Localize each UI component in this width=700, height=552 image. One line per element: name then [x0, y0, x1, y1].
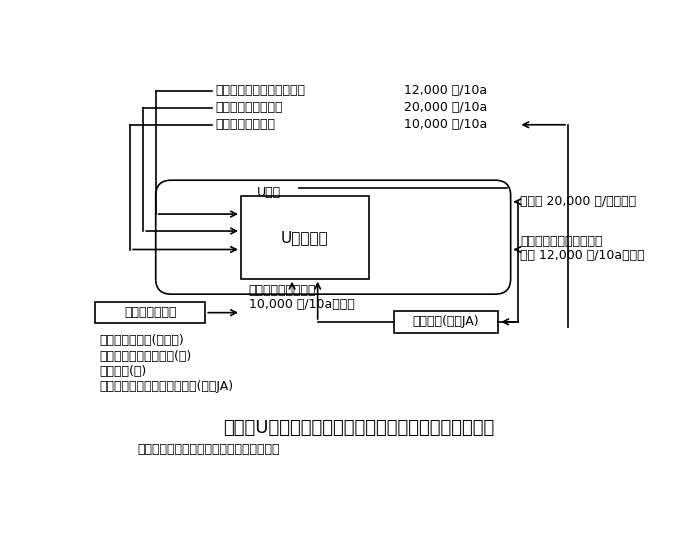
- Text: 各農家 20,000 円/戸の拠出: 各農家 20,000 円/戸の拠出: [520, 195, 636, 208]
- Text: 10,000 円/10a: 10,000 円/10a: [404, 118, 487, 131]
- Text: 20,000 円/10a: 20,000 円/10a: [404, 102, 487, 114]
- Text: U集落: U集落: [256, 187, 281, 199]
- Text: U生産組合: U生産組合: [281, 230, 329, 245]
- Text: 転作助成補助金（基本額）: 転作助成補助金（基本額）: [216, 84, 305, 97]
- Text: 転作配分面積に対して各: 転作配分面積に対して各: [520, 235, 603, 248]
- Text: ・青刈りトウモロコシの買上(村・JA): ・青刈りトウモロコシの買上(村・JA): [99, 380, 233, 394]
- Text: 農家 12,000 円/10aの拠出: 農家 12,000 円/10aの拠出: [520, 249, 645, 262]
- Text: 12,000 円/10a: 12,000 円/10a: [404, 84, 486, 97]
- Bar: [95, 302, 205, 323]
- Text: ・圃場整備事業(村・県): ・圃場整備事業(村・県): [99, 334, 184, 347]
- Text: 図２　U生産組合への転作助成等補助金と互助金の流れ: 図２ U生産組合への転作助成等補助金と互助金の流れ: [223, 419, 494, 437]
- Bar: [241, 195, 369, 279]
- Text: 互助会計(村・JA): 互助会計(村・JA): [412, 315, 480, 328]
- Text: （地域営農加算）: （地域営農加算）: [216, 118, 275, 131]
- Text: （生産性向上加算）: （生産性向上加算）: [216, 102, 283, 114]
- Text: ・ダイコン洗い機購入(県): ・ダイコン洗い機購入(県): [99, 349, 191, 363]
- Text: その他の補助金: その他の補助金: [124, 306, 176, 319]
- Text: ・苗購入(村): ・苗購入(村): [99, 365, 146, 378]
- FancyBboxPatch shape: [155, 180, 511, 294]
- Text: 資料：平成４年度収支決算報告書による。: 資料：平成４年度収支決算報告書による。: [138, 443, 281, 456]
- Text: 10,000 円/10aの助成: 10,000 円/10aの助成: [248, 298, 354, 311]
- Text: 実転作面積に対して: 実転作面積に対して: [248, 284, 316, 297]
- Bar: [393, 311, 498, 333]
